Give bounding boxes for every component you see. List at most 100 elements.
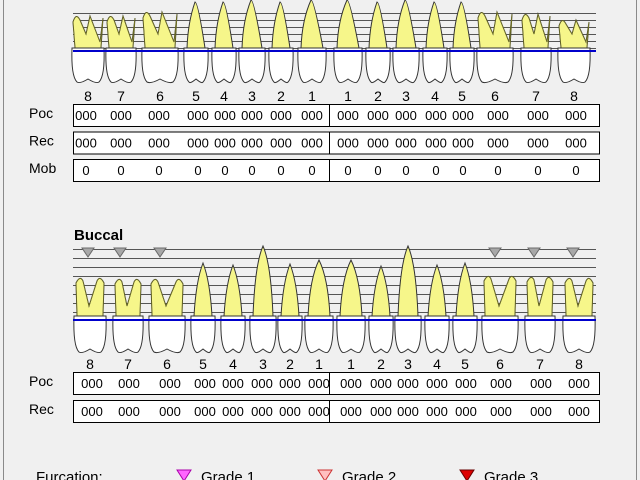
tooth[interactable] [333, 0, 363, 84]
measurement-cell[interactable]: 000 [425, 108, 447, 123]
measurement-cell[interactable]: 000 [337, 136, 359, 151]
tooth[interactable] [112, 278, 144, 354]
measurement-cell[interactable]: 000 [397, 404, 419, 419]
measurement-cell[interactable]: 000 [530, 376, 552, 391]
measurement-cell[interactable]: 000 [455, 376, 477, 391]
measurement-cell[interactable]: 000 [110, 108, 132, 123]
measurement-cell[interactable]: 000 [214, 108, 236, 123]
measurement-cell[interactable]: 000 [194, 404, 216, 419]
tooth[interactable] [238, 0, 266, 84]
tooth[interactable] [365, 1, 391, 84]
measurement-cell[interactable]: 000 [81, 404, 103, 419]
measurement-cell[interactable]: 000 [568, 376, 590, 391]
measurement-cell[interactable]: 000 [159, 376, 181, 391]
measurement-cell[interactable]: 0 [221, 163, 228, 178]
measurement-cell[interactable]: 0 [344, 163, 351, 178]
furcation-marker[interactable] [527, 247, 541, 258]
measurement-cell[interactable]: 0 [572, 163, 579, 178]
measurement-cell[interactable]: 000 [370, 376, 392, 391]
tooth[interactable] [71, 14, 105, 84]
furcation-marker[interactable] [113, 247, 127, 258]
measurement-cell[interactable]: 0 [494, 163, 501, 178]
tooth[interactable] [524, 276, 556, 354]
measurement-cell[interactable]: 000 [397, 376, 419, 391]
measurement-cell[interactable]: 000 [527, 108, 549, 123]
tooth[interactable] [211, 1, 237, 84]
measurement-cell[interactable]: 000 [251, 404, 273, 419]
upper-row-rec[interactable] [73, 131, 600, 155]
tooth[interactable] [424, 263, 450, 354]
measurement-cell[interactable]: 000 [395, 108, 417, 123]
measurement-cell[interactable]: 000 [367, 108, 389, 123]
measurement-cell[interactable]: 000 [75, 136, 97, 151]
tooth[interactable] [562, 277, 596, 354]
measurement-cell[interactable]: 000 [487, 108, 509, 123]
measurement-cell[interactable]: 000 [301, 108, 323, 123]
measurement-cell[interactable]: 0 [374, 163, 381, 178]
tooth[interactable] [183, 1, 209, 84]
tooth[interactable] [141, 10, 179, 84]
measurement-cell[interactable]: 000 [251, 376, 273, 391]
measurement-cell[interactable]: 000 [308, 376, 330, 391]
measurement-cell[interactable]: 000 [148, 136, 170, 151]
measurement-cell[interactable]: 0 [82, 163, 89, 178]
measurement-cell[interactable]: 000 [568, 404, 590, 419]
tooth[interactable] [336, 258, 366, 354]
measurement-cell[interactable]: 0 [248, 163, 255, 178]
measurement-cell[interactable]: 0 [534, 163, 541, 178]
measurement-cell[interactable]: 000 [187, 136, 209, 151]
lower-row-rec[interactable] [73, 400, 600, 423]
measurement-cell[interactable]: 000 [118, 404, 140, 419]
measurement-cell[interactable]: 000 [452, 108, 474, 123]
tooth[interactable] [422, 1, 448, 84]
measurement-cell[interactable]: 000 [395, 136, 417, 151]
furcation-marker[interactable] [153, 247, 167, 258]
measurement-cell[interactable]: 000 [527, 136, 549, 151]
measurement-cell[interactable]: 000 [308, 404, 330, 419]
tooth[interactable] [304, 258, 334, 354]
measurement-cell[interactable]: 000 [214, 136, 236, 151]
tooth[interactable] [481, 275, 519, 354]
tooth[interactable] [277, 262, 303, 354]
tooth[interactable] [220, 263, 246, 354]
lower-measurement-table[interactable]: Poc 000 000 000 000 000 000 000 000 000 000 000 000 0… [29, 372, 600, 423]
measurement-cell[interactable]: 0 [155, 163, 162, 178]
upper-row-mob[interactable] [73, 159, 600, 182]
measurement-cell[interactable]: 000 [425, 136, 447, 151]
tooth[interactable] [105, 14, 137, 84]
measurement-cell[interactable]: 000 [367, 136, 389, 151]
tooth[interactable] [520, 12, 552, 84]
measurement-cell[interactable]: 0 [459, 163, 466, 178]
measurement-cell[interactable]: 000 [241, 136, 263, 151]
measurement-cell[interactable]: 000 [455, 404, 477, 419]
upper-row-poc[interactable] [73, 104, 600, 127]
measurement-cell[interactable]: 000 [337, 108, 359, 123]
measurement-cell[interactable]: 0 [308, 163, 315, 178]
measurement-cell[interactable]: 000 [530, 404, 552, 419]
measurement-cell[interactable]: 0 [432, 163, 439, 178]
measurement-cell[interactable]: 0 [277, 163, 284, 178]
measurement-cell[interactable]: 000 [452, 136, 474, 151]
upper-measurement-table[interactable]: Poc 000 000 000 000 000 000 000 000 000 000 000 000 0… [29, 104, 600, 182]
lower-row-poc[interactable] [73, 372, 600, 395]
measurement-cell[interactable]: 000 [222, 376, 244, 391]
tooth[interactable] [394, 244, 422, 354]
measurement-cell[interactable]: 000 [148, 108, 170, 123]
measurement-cell[interactable]: 000 [565, 136, 587, 151]
tooth[interactable] [73, 277, 107, 354]
tooth[interactable] [297, 0, 327, 84]
furcation-marker[interactable] [81, 247, 95, 258]
tooth[interactable] [249, 244, 277, 354]
measurement-cell[interactable]: 0 [402, 163, 409, 178]
measurement-cell[interactable]: 0 [117, 163, 124, 178]
measurement-cell[interactable]: 000 [301, 136, 323, 151]
tooth[interactable] [148, 278, 186, 354]
measurement-cell[interactable]: 000 [270, 108, 292, 123]
measurement-cell[interactable]: 000 [75, 108, 97, 123]
furcation-marker[interactable] [488, 247, 502, 258]
measurement-cell[interactable]: 000 [241, 108, 263, 123]
measurement-cell[interactable]: 000 [340, 404, 362, 419]
measurement-cell[interactable]: 000 [487, 136, 509, 151]
tooth[interactable] [449, 1, 475, 84]
tooth[interactable] [452, 261, 478, 354]
